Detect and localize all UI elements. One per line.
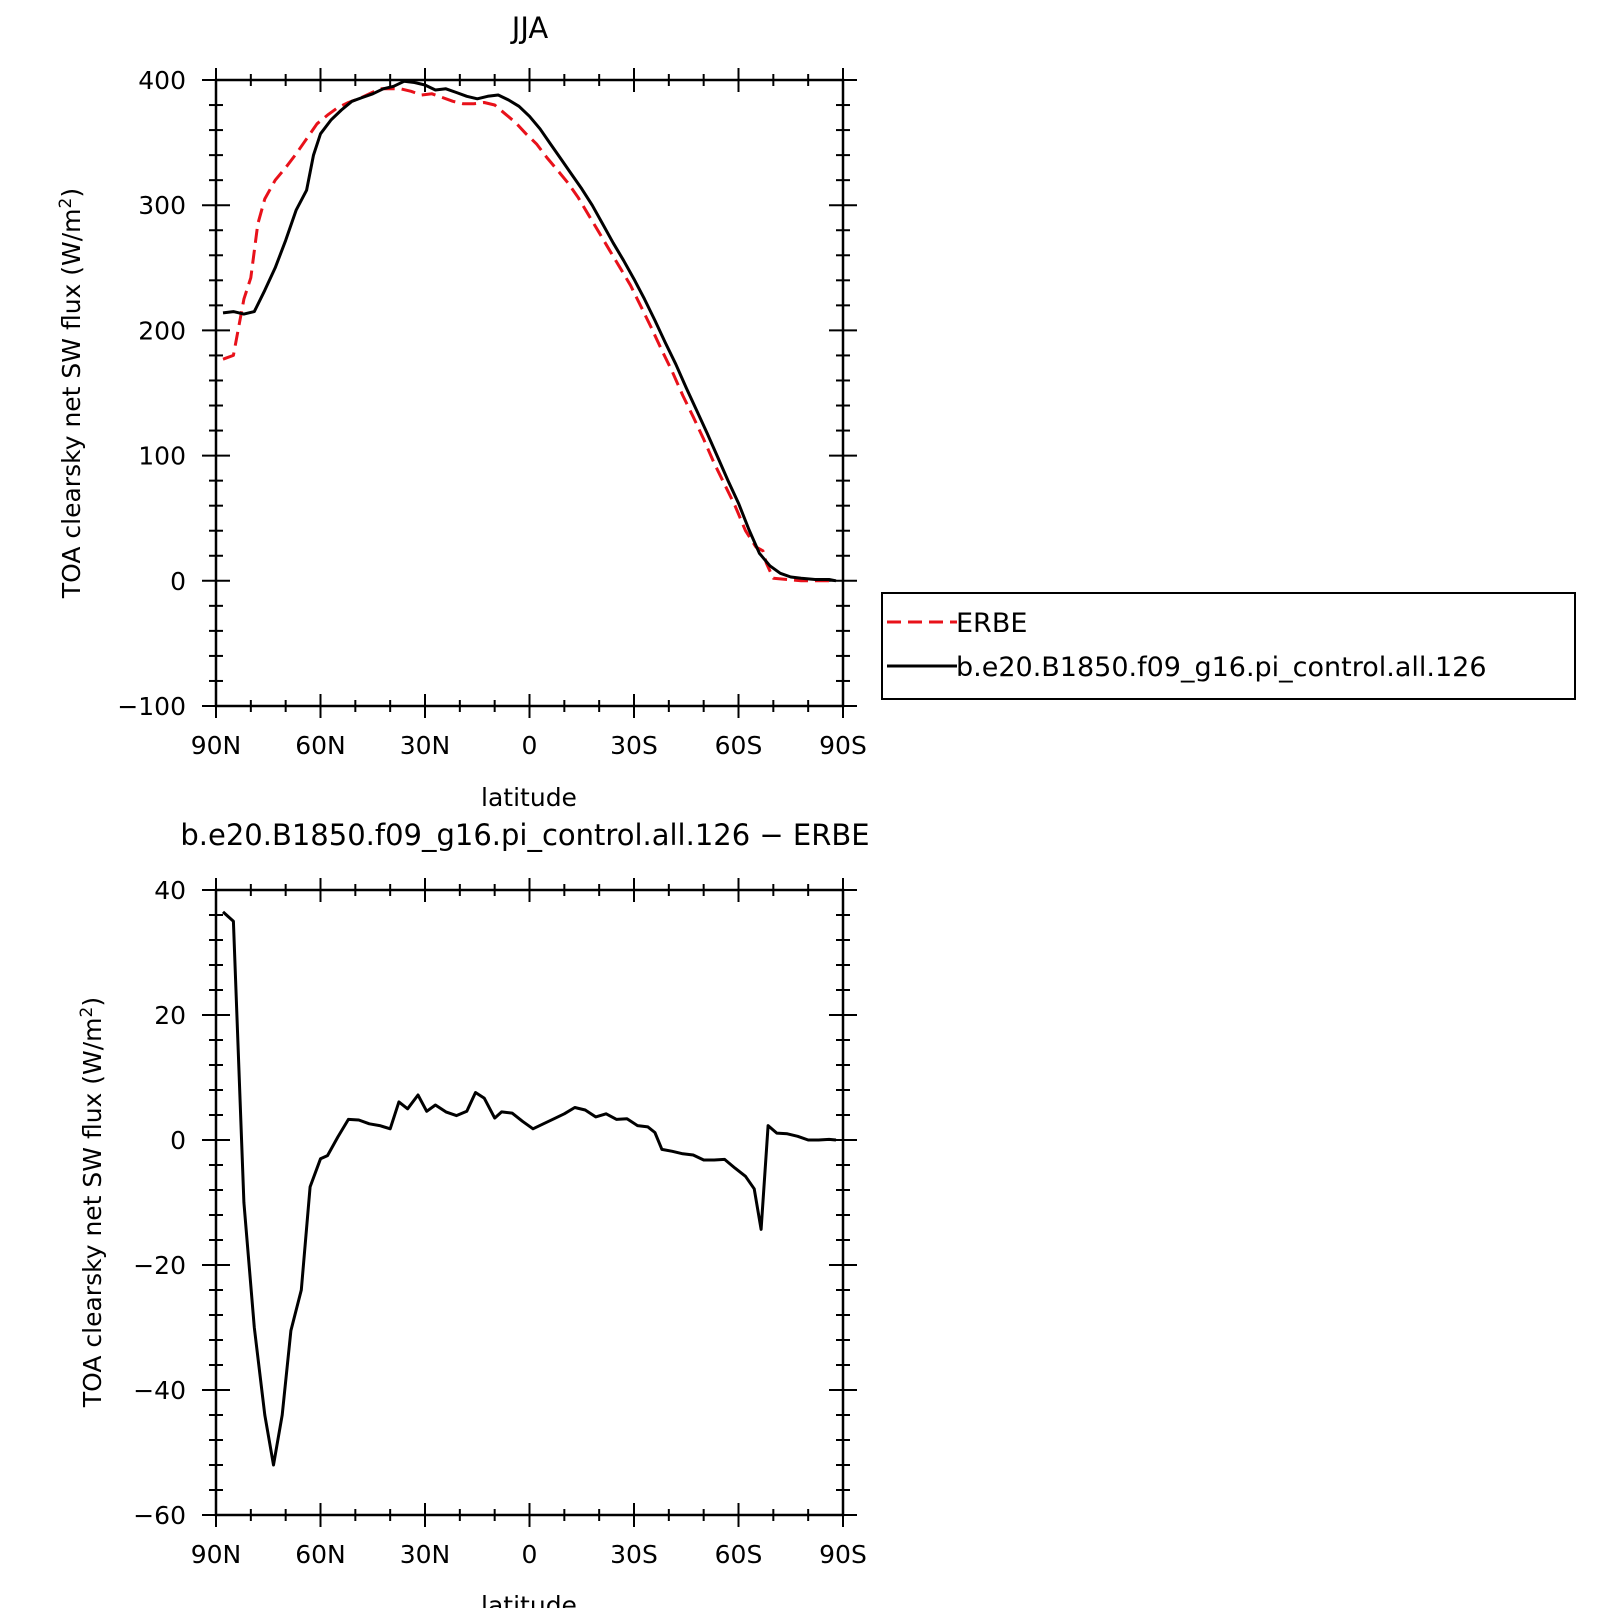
x-tick-label: 90N — [191, 1540, 242, 1569]
x-tick-label: 0 — [522, 1540, 538, 1569]
bottom-y-axis-label-main: TOA clearsky net SW flux (W/m — [78, 1017, 107, 1408]
x-tick-label: 0 — [522, 731, 538, 760]
model-series-line — [222, 79, 837, 583]
x-tick-label: 30S — [610, 1540, 658, 1569]
y-tick-label: 40 — [154, 876, 186, 905]
bottom-x-axis-label: latitude — [481, 1591, 577, 1608]
x-tick-label: 60N — [295, 1540, 346, 1569]
y-tick-label: 0 — [170, 567, 186, 596]
x-tick-label: 60S — [715, 1540, 763, 1569]
x-tick-label: 60N — [295, 731, 346, 760]
legend-box — [881, 592, 1576, 700]
bottom-panel-title: b.e20.B1850.f09_g16.pi_control.all.126 −… — [180, 818, 869, 852]
top-panel-series — [222, 79, 837, 583]
bottom-plot-frame — [214, 888, 845, 1517]
y-tick-label: 400 — [138, 66, 186, 95]
y-tick-label: 300 — [138, 191, 186, 220]
top-y-axis-label-close: ) — [57, 188, 86, 198]
bottom-panel-series — [221, 910, 837, 1467]
top-y-axis-label-main: TOA clearsky net SW flux (W/m — [57, 208, 86, 599]
y-tick-label: −20 — [133, 1251, 186, 1280]
top-x-axis-label: latitude — [481, 783, 577, 812]
top-panel-tick-labels: 90N 60N 30N 0 30S 60S 90S 400 300 200 100 0 −100 — [117, 66, 867, 760]
y-tick-label: 100 — [138, 442, 186, 471]
x-tick-label: 30N — [400, 731, 451, 760]
top-panel-title: JJA — [510, 11, 549, 45]
y-tick-label: −40 — [133, 1376, 186, 1405]
y-tick-label: 20 — [154, 1001, 186, 1030]
x-tick-label: 90S — [819, 731, 867, 760]
bottom-panel-tick-labels: 90N 60N 30N 0 30S 60S 90S 40 20 0 −20 −40 −60 — [133, 876, 867, 1569]
bottom-y-axis-label-close: ) — [78, 997, 107, 1007]
x-tick-label: 60S — [715, 731, 763, 760]
erbe-series-line — [222, 87, 836, 583]
y-tick-label: 0 — [170, 1126, 186, 1155]
bottom-panel: b.e20.B1850.f09_g16.pi_control.all.126 −… — [77, 818, 870, 1608]
y-tick-label: −60 — [133, 1501, 186, 1530]
legend-label-erbe: ERBE — [956, 608, 1027, 639]
x-tick-label: 90N — [191, 731, 242, 760]
model-series-line — [221, 910, 837, 1467]
top-panel: JJA 90N 60N 30N 0 30S 60S 90S 400 300 200 100 0 −100… — [56, 11, 1576, 812]
top-y-axis-label: TOA clearsky net SW flux (W/m2) — [56, 188, 86, 599]
x-tick-label: 30S — [610, 731, 658, 760]
legend: ERBE b.e20.B1850.f09_g16.pi_control.all.… — [881, 592, 1576, 700]
legend-label-model: b.e20.B1850.f09_g16.pi_control.all.126 — [956, 652, 1487, 683]
top-panel-ticks — [202, 68, 857, 718]
top-plot-frame — [214, 78, 845, 708]
top-y-axis-label-sup: 2 — [56, 198, 76, 209]
x-tick-label: 90S — [819, 1540, 867, 1569]
bottom-y-axis-label-sup: 2 — [77, 1007, 97, 1018]
y-tick-label: 200 — [138, 316, 186, 345]
y-tick-label: −100 — [117, 692, 186, 721]
bottom-y-axis-label: TOA clearsky net SW flux (W/m2) — [77, 997, 107, 1408]
bottom-panel-ticks — [202, 878, 857, 1527]
x-tick-label: 30N — [400, 1540, 451, 1569]
